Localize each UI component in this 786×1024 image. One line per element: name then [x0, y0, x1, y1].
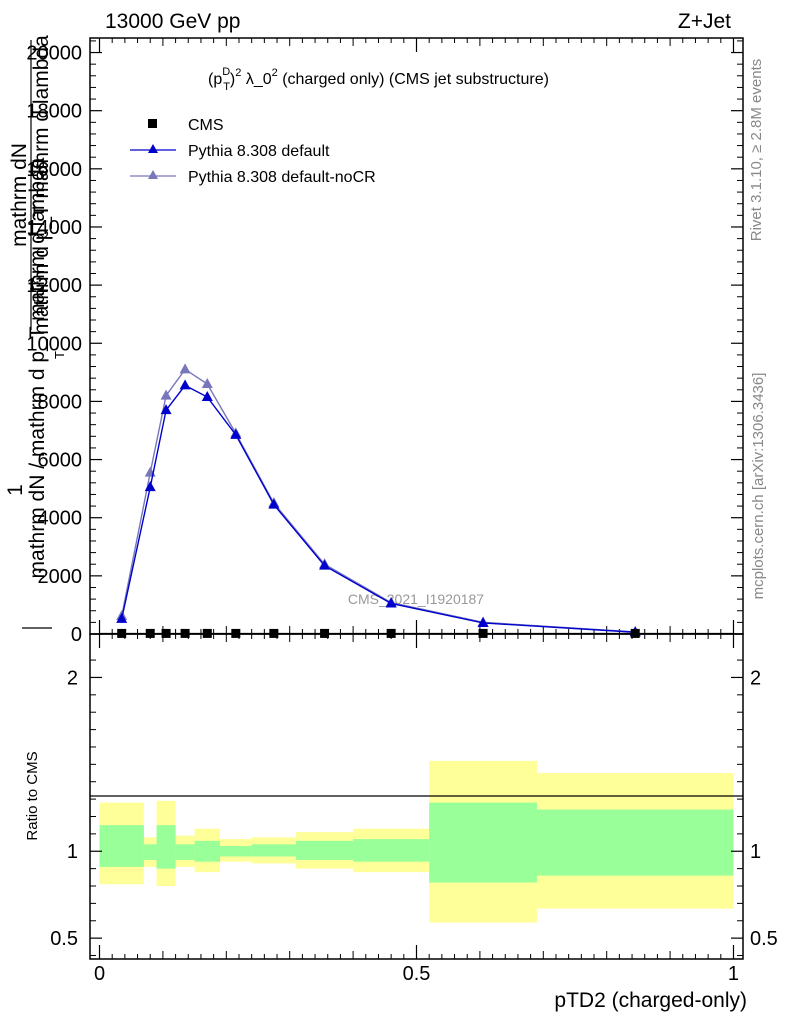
ratio-band-inner-bin — [99, 825, 144, 867]
y-label-sub-t: T — [52, 351, 67, 359]
ratio-y-axis: 0.5 0.5 1 1 2 2 — [50, 659, 778, 957]
legend: CMS Pythia 8.308 default Pythia 8.308 de… — [130, 117, 376, 186]
y-label-main: mathrm dN / mathrm d p_T mathrm d lambda — [26, 157, 49, 578]
plot-title: (pD T)2 λ_02 (charged only) (CMS jet subs… — [208, 66, 549, 93]
x-axis-label: pTD2 (charged-only) — [554, 989, 747, 1012]
series-default-point — [179, 379, 191, 390]
ratio-y-tick-label-right: 1 — [750, 841, 761, 863]
series-nocr-point — [160, 389, 172, 400]
main-y-tick-label: 12000 — [26, 275, 82, 297]
cms-data-point — [117, 628, 127, 638]
legend-default-label: Pythia 8.308 default — [188, 143, 330, 160]
ratio-band-inner-bin — [219, 846, 252, 857]
series-default-point — [116, 612, 128, 623]
ratio-axis-label: Ratio to CMS — [24, 751, 41, 840]
cms-data-point — [145, 628, 155, 638]
header-process-label: Z+Jet — [678, 10, 731, 33]
main-y-axis: 0 2000 4000 6000 8000 10000 12000 14000 16000 180… — [26, 40, 743, 646]
y-label-denominator: mathrm d p_T mathrm d lambda — [30, 35, 53, 335]
y-label-one: 1 — [4, 484, 27, 496]
ratio-y-tick-label: 2 — [67, 667, 78, 689]
main-y-tick-label: 4000 — [38, 508, 83, 530]
series-default-point — [201, 391, 213, 402]
ratio-band-inner-bin — [429, 802, 537, 883]
ratio-band-inner-bin — [353, 839, 430, 862]
main-y-tick-label: 0 — [71, 624, 82, 646]
rivet-version-label: Rivet 3.1.10, ≥ 2.8M events — [748, 59, 765, 242]
ratio-band-inner-bin — [296, 840, 354, 860]
main-y-tick-label: 18000 — [26, 101, 82, 123]
ratio-band-inner-bin — [251, 844, 297, 857]
main-y-tick-label: 16000 — [26, 159, 82, 181]
x-tick-label: 1 — [728, 963, 739, 985]
x-tick-label: 0.5 — [403, 963, 431, 985]
main-y-tick-label: 20000 — [26, 43, 82, 65]
analysis-watermark: CMS_2021_I1920187 — [348, 591, 484, 607]
ratio-band-inner-bin — [194, 840, 220, 862]
cms-data-point — [386, 628, 396, 638]
ratio-y-tick-label: 0.5 — [50, 928, 78, 950]
main-y-tick-label: 6000 — [38, 450, 83, 472]
legend-nocr-marker — [148, 170, 158, 179]
series-default-point — [144, 481, 156, 492]
y-label-numerator: mathrm dN — [8, 143, 31, 247]
legend-nocr-label: Pythia 8.308 default-noCR — [188, 169, 376, 186]
mcplots-credit-label: mcplots.cern.ch [arXiv:1306.3436] — [750, 373, 767, 600]
y-axis-label: 1 mathrm dN mathrm d p_T mathrm d lambda… — [4, 35, 67, 629]
series-cms — [99, 628, 734, 638]
legend-cms-label: CMS — [188, 117, 224, 134]
series-default-point — [385, 597, 397, 608]
series-default-nocr — [116, 363, 641, 636]
legend-cms-marker — [148, 119, 157, 128]
series-default-point — [230, 428, 242, 439]
cms-data-point — [630, 628, 640, 638]
cms-data-point — [202, 628, 212, 638]
cms-data-point — [180, 628, 190, 638]
cms-data-point — [478, 628, 488, 638]
ratio-y-tick-label: 1 — [67, 841, 78, 863]
legend-default-marker — [148, 144, 158, 153]
ratio-band-inner-bin — [175, 844, 195, 860]
cms-data-point — [161, 628, 171, 638]
ratio-y-tick-label-right: 2 — [750, 667, 761, 689]
ratio-band-inner-bin — [143, 844, 157, 860]
cms-data-point — [231, 628, 241, 638]
ratio-band-inner-bin — [536, 809, 734, 876]
series-default-point — [319, 559, 331, 570]
ratio-band-inner — [99, 802, 734, 883]
main-y-tick-label: 10000 — [26, 333, 82, 355]
ratio-y-tick-label-right: 0.5 — [750, 928, 778, 950]
series-default-point — [160, 404, 172, 415]
series-default-point — [477, 616, 489, 627]
main-y-tick-label: 8000 — [38, 391, 83, 413]
main-y-tick-label: 2000 — [38, 566, 83, 588]
cms-data-point — [269, 628, 279, 638]
cms-data-point — [320, 628, 330, 638]
series-nocr-point — [179, 363, 191, 374]
ratio-band-inner-bin — [156, 825, 176, 869]
x-tick-label: 0 — [94, 963, 105, 985]
main-y-tick-label: 14000 — [26, 217, 82, 239]
series-nocr-point — [201, 377, 213, 388]
series-default-point — [268, 498, 280, 509]
header-energy-label: 13000 GeV pp — [105, 10, 240, 33]
